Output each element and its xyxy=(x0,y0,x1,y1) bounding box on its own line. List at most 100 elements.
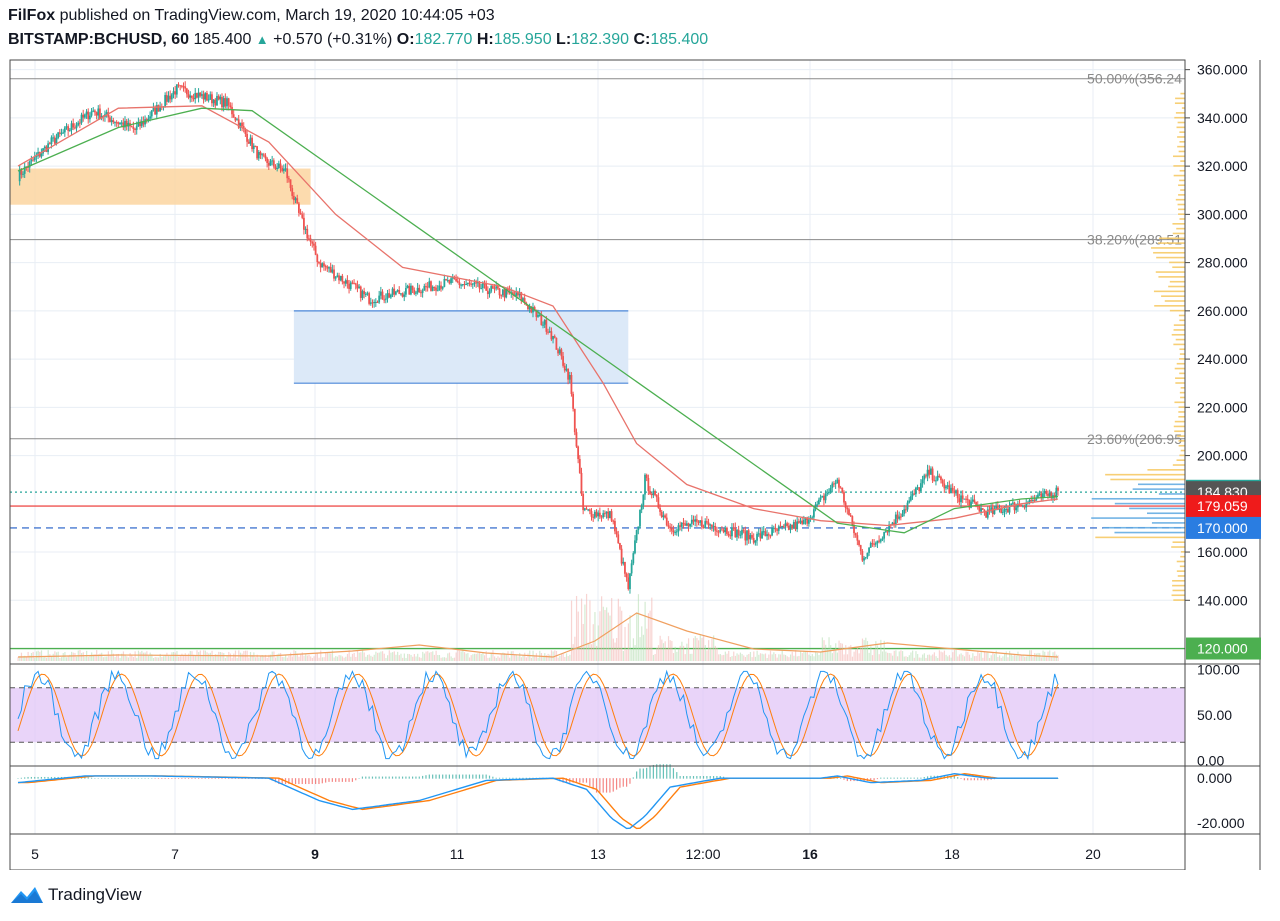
macd-histogram-bar xyxy=(442,774,444,779)
volume-bar xyxy=(993,654,996,661)
volume-bar xyxy=(256,654,258,661)
volume-bar xyxy=(948,655,951,661)
volume-bar xyxy=(458,650,461,661)
volume-bar xyxy=(522,655,524,661)
macd-histogram-bar xyxy=(646,767,648,779)
macd-histogram-bar xyxy=(890,777,892,779)
candle-body xyxy=(911,493,914,497)
volume-bar xyxy=(412,656,414,661)
candle-body xyxy=(1013,502,1016,511)
symbol-name[interactable]: BITSTAMP:BCHUSD, 60 xyxy=(8,31,190,48)
candle-body xyxy=(199,92,202,96)
candle-body xyxy=(38,152,41,157)
volume-bar xyxy=(316,652,318,661)
volume-bar xyxy=(968,654,971,661)
candle-body xyxy=(455,278,457,281)
candle-body xyxy=(695,519,698,522)
volume-bar xyxy=(132,656,135,661)
candle-body xyxy=(485,283,488,291)
volume-bar xyxy=(49,654,51,661)
volume-bar xyxy=(166,652,168,661)
volume-bar xyxy=(82,652,84,661)
volume-bar xyxy=(395,654,397,661)
candle-body xyxy=(88,115,91,120)
candle-body xyxy=(802,519,805,524)
candle-body xyxy=(789,524,792,530)
volume-profile-bar xyxy=(1147,512,1185,515)
volume-bar xyxy=(861,638,864,661)
last-price: 185.400 xyxy=(193,31,252,48)
author-name[interactable]: FilFox xyxy=(8,7,56,24)
macd-histogram-bar xyxy=(214,778,216,779)
volume-profile-bar xyxy=(1180,396,1185,399)
volume-profile-bar xyxy=(1129,507,1185,510)
candle-body xyxy=(463,284,466,286)
volume-bar xyxy=(335,656,337,661)
volume-bar xyxy=(818,654,820,661)
candle-body xyxy=(1042,493,1044,499)
volume-bar xyxy=(492,650,494,661)
volume-bar xyxy=(554,650,556,661)
volume-bar xyxy=(721,655,723,661)
volume-bar xyxy=(107,651,109,661)
volume-bar xyxy=(738,654,740,661)
candle-body xyxy=(818,499,820,505)
candle-body xyxy=(435,287,437,291)
volume-profile-bar xyxy=(1177,145,1185,148)
chart-area[interactable]: 50.00%(356.2438.20%(289.5123.60%(206.95 … xyxy=(0,0,1280,870)
candle-body xyxy=(398,290,401,294)
candle-body xyxy=(869,543,872,548)
candle-body xyxy=(124,120,126,128)
volume-bar xyxy=(1002,656,1004,661)
volume-bar xyxy=(473,653,476,661)
macd-histogram-bar xyxy=(612,778,614,792)
volume-bar xyxy=(223,653,225,661)
candle-body xyxy=(774,527,777,530)
candle-body xyxy=(617,534,620,544)
volume-bar xyxy=(124,654,126,661)
candle-body xyxy=(624,561,626,574)
volume-bar xyxy=(422,651,424,661)
macd-histogram-bar xyxy=(127,778,129,779)
candle-body xyxy=(224,98,227,107)
macd-histogram-bar xyxy=(629,778,631,784)
candle-body xyxy=(562,356,564,366)
candle-body xyxy=(791,524,794,529)
candle-body xyxy=(373,302,376,304)
volume-profile-bar xyxy=(1179,131,1185,133)
volume-bar xyxy=(972,653,974,661)
volume-bar xyxy=(687,638,690,661)
volume-profile-bar xyxy=(1178,208,1185,211)
volume-bar xyxy=(564,656,566,661)
time-tick-label: 5 xyxy=(31,846,39,862)
volume-bar xyxy=(800,650,802,661)
volume-bar xyxy=(661,639,663,661)
volume-bar xyxy=(562,653,564,661)
macd-histogram-bar xyxy=(706,776,708,779)
candle-body xyxy=(227,98,230,106)
volume-bar xyxy=(1019,655,1021,661)
volume-bar xyxy=(866,641,869,661)
volume-profile-bar xyxy=(1175,382,1185,384)
macd-histogram-bar xyxy=(913,777,915,779)
tradingview-footer[interactable]: TradingView xyxy=(10,884,142,906)
volume-bar xyxy=(614,642,616,661)
volume-bar xyxy=(172,651,175,661)
volume-bar xyxy=(264,654,267,661)
volume-profile-bar xyxy=(1178,194,1185,196)
candle-body xyxy=(894,514,897,525)
macd-histogram-bar xyxy=(144,778,146,779)
candle-body xyxy=(716,530,718,532)
volume-bar xyxy=(470,655,472,661)
volume-bar xyxy=(632,638,635,661)
candle-body xyxy=(923,475,926,480)
candle-body xyxy=(968,499,971,508)
volume-profile-bar xyxy=(1180,449,1185,452)
volume-bar xyxy=(805,651,807,661)
volume-bar xyxy=(259,655,262,661)
macd-histogram-bar xyxy=(281,778,283,785)
volume-bar xyxy=(328,652,330,661)
macd-histogram-bar xyxy=(371,776,374,779)
macd-histogram-bar xyxy=(411,776,414,779)
candle-body xyxy=(916,487,919,489)
